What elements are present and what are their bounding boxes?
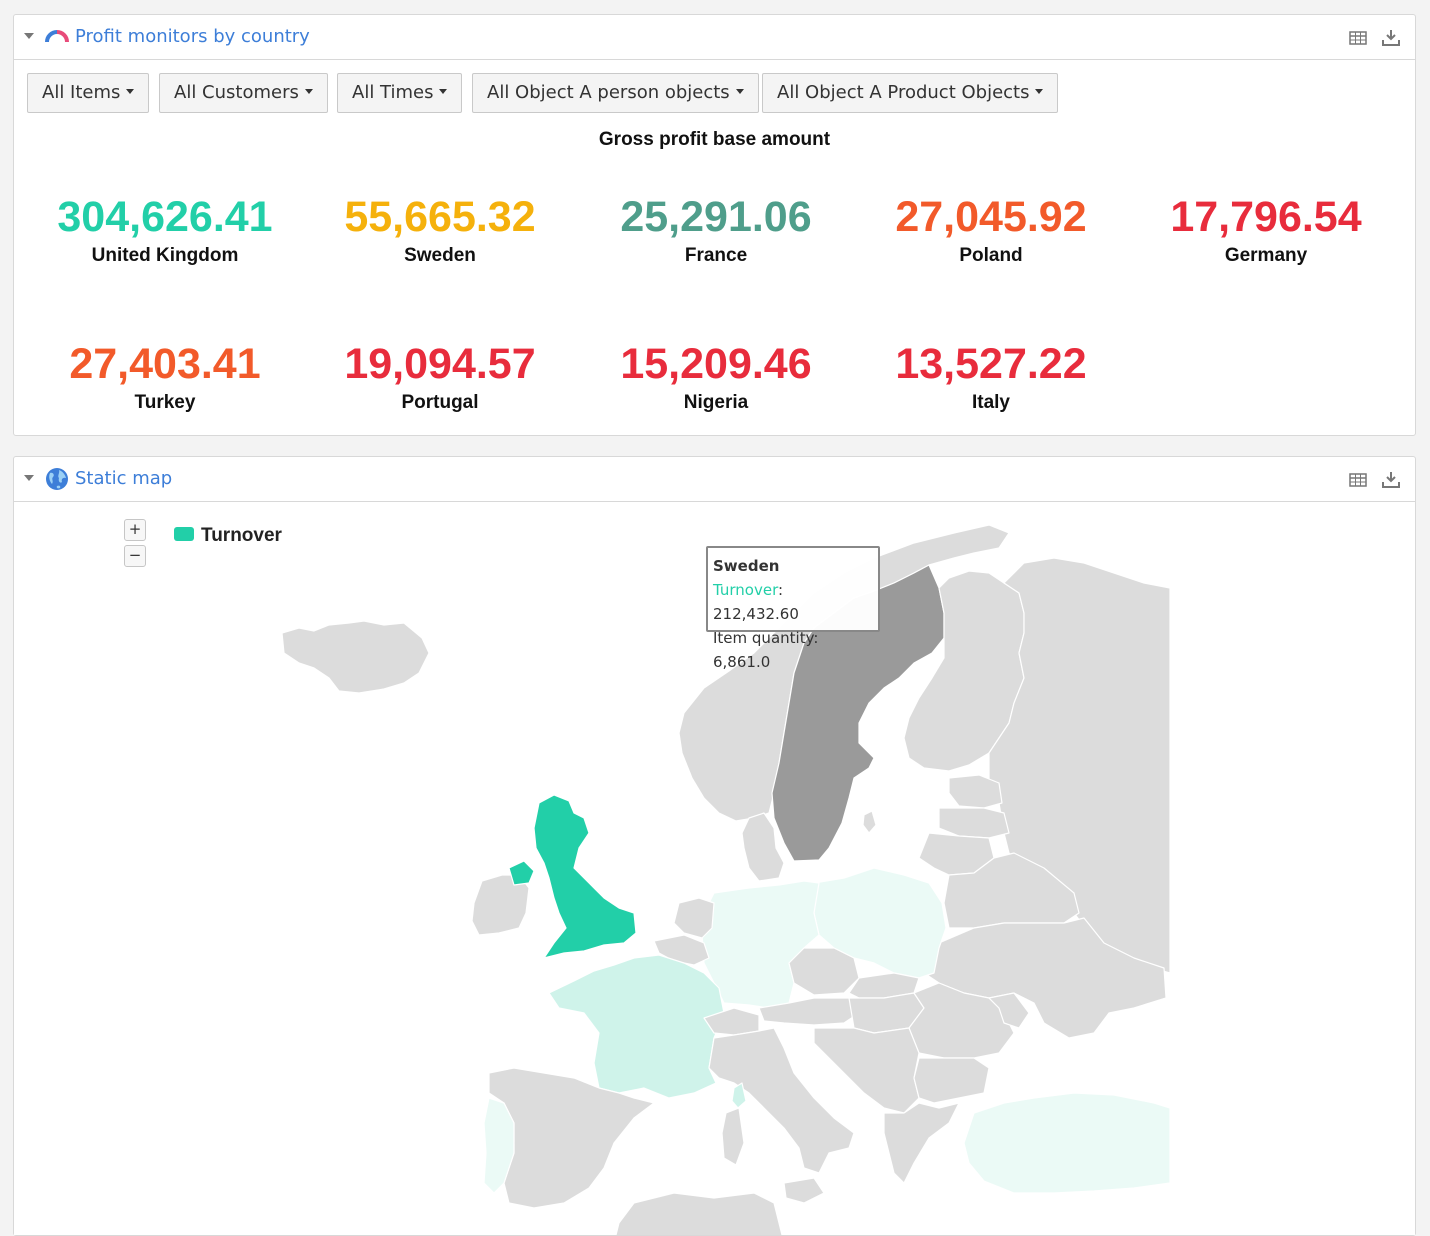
- country-balkans: [813, 1027, 920, 1114]
- kpi-label: Sweden: [404, 245, 476, 266]
- kpi-label: United Kingdom: [91, 245, 239, 266]
- tooltip-extra: Item quantity: 6,861.0: [713, 629, 819, 671]
- filter-person-objects-dropdown[interactable]: All Object A person objects: [472, 73, 759, 113]
- kpi-label: Turkey: [134, 392, 196, 413]
- kpi-label: France: [684, 245, 748, 266]
- country-france: [548, 954, 725, 1099]
- country-portugal: [483, 1097, 515, 1194]
- kpi-tile: 27,403.41 Turkey: [40, 340, 290, 414]
- kpi-value: 13,527.22: [895, 340, 1087, 388]
- country-moldova: [988, 992, 1030, 1029]
- kpi-tile: 19,094.57 Portugal: [315, 340, 565, 414]
- map-area[interactable]: + − Turnover Sweden Turnover: 212,432.60…: [14, 503, 1415, 1235]
- kpi-tile: 13,527.22 Italy: [866, 340, 1116, 414]
- zoom-out-button[interactable]: −: [124, 545, 146, 567]
- kpi-value: 55,665.32: [344, 193, 536, 241]
- kpi-value: 15,209.46: [620, 340, 812, 388]
- tooltip-series-row: Turnover: 212,432.60: [713, 578, 873, 626]
- map-legend[interactable]: Turnover: [174, 525, 282, 547]
- kpi-value: 25,291.06: [620, 193, 812, 241]
- kpi-tile: 17,796.54 Germany: [1141, 193, 1391, 267]
- filter-product-objects-dropdown[interactable]: All Object A Product Objects: [762, 73, 1059, 113]
- kpi-value: 27,045.92: [895, 193, 1087, 241]
- kpi-value: 304,626.41: [57, 193, 273, 241]
- country-greece: [883, 1102, 960, 1184]
- legend-swatch: [174, 527, 194, 541]
- kpi-label: Germany: [1224, 245, 1308, 266]
- kpi-tile: 25,291.06 France: [591, 193, 841, 267]
- kpi-label: Nigeria: [683, 392, 749, 413]
- profit-monitors-panel: Profit monitors by country All Items All…: [13, 14, 1416, 436]
- download-icon[interactable]: [1382, 29, 1400, 47]
- download-icon[interactable]: [1382, 471, 1400, 489]
- country-bulgaria: [913, 1057, 990, 1104]
- europe-map[interactable]: [14, 503, 1415, 1235]
- country-sweden: [771, 564, 945, 862]
- filter-customers-dropdown[interactable]: All Customers: [159, 73, 328, 113]
- gauge-icon: [45, 30, 69, 43]
- kpi-value: 27,403.41: [69, 340, 261, 388]
- tooltip-series-name: Turnover: [713, 581, 778, 599]
- filter-times-dropdown[interactable]: All Times: [337, 73, 463, 113]
- kpi-label: Portugal: [401, 392, 479, 413]
- panel-title[interactable]: Static map: [75, 468, 173, 489]
- kpi-tile: 55,665.32 Sweden: [315, 193, 565, 267]
- kpi-title: Gross profit base amount: [598, 129, 831, 150]
- country-estonia: [948, 774, 1003, 809]
- region-north-africa: [615, 1192, 783, 1235]
- table-icon[interactable]: [1349, 29, 1367, 47]
- country-netherlands: [673, 897, 715, 939]
- tooltip-series-value: : 212,432.60: [713, 581, 799, 623]
- island-sicily: [783, 1177, 825, 1204]
- country-belarus: [943, 852, 1080, 929]
- panel-header: Profit monitors by country: [14, 15, 1415, 60]
- island-corsica: [731, 1082, 747, 1109]
- filter-items-dropdown[interactable]: All Items: [27, 73, 150, 113]
- kpi-tile: 15,209.46 Nigeria: [591, 340, 841, 414]
- island-gotland: [862, 810, 877, 834]
- panel-header: Static map: [14, 457, 1415, 502]
- globe-icon: [46, 468, 68, 490]
- kpi-label: Poland: [959, 245, 1023, 266]
- kpi-tile: 27,045.92 Poland: [866, 193, 1116, 267]
- country-northern-ireland: [508, 860, 535, 886]
- island-sardinia: [721, 1107, 745, 1166]
- zoom-in-button[interactable]: +: [124, 519, 146, 541]
- table-icon[interactable]: [1349, 471, 1367, 489]
- tooltip-title: Sweden: [713, 557, 780, 575]
- collapse-caret-icon[interactable]: [24, 33, 34, 39]
- country-latvia: [938, 807, 1010, 839]
- country-poland: [813, 867, 947, 979]
- kpi-label: Italy: [971, 392, 1011, 413]
- country-turkey: [963, 1092, 1171, 1194]
- map-tooltip: Sweden Turnover: 212,432.60 Item quantit…: [706, 546, 880, 671]
- country-iceland: [281, 620, 430, 694]
- kpi-tile: 304,626.41 United Kingdom: [40, 193, 290, 267]
- static-map-panel: Static map: [13, 456, 1416, 1236]
- country-denmark: [741, 812, 785, 882]
- collapse-caret-icon[interactable]: [24, 475, 34, 481]
- panel-title[interactable]: Profit monitors by country: [75, 26, 310, 47]
- legend-label: Turnover: [201, 525, 282, 546]
- country-united-kingdom: [533, 794, 637, 959]
- kpi-value: 17,796.54: [1170, 193, 1362, 241]
- country-austria: [758, 997, 860, 1026]
- country-czechia: [788, 947, 860, 996]
- kpi-value: 19,094.57: [344, 340, 536, 388]
